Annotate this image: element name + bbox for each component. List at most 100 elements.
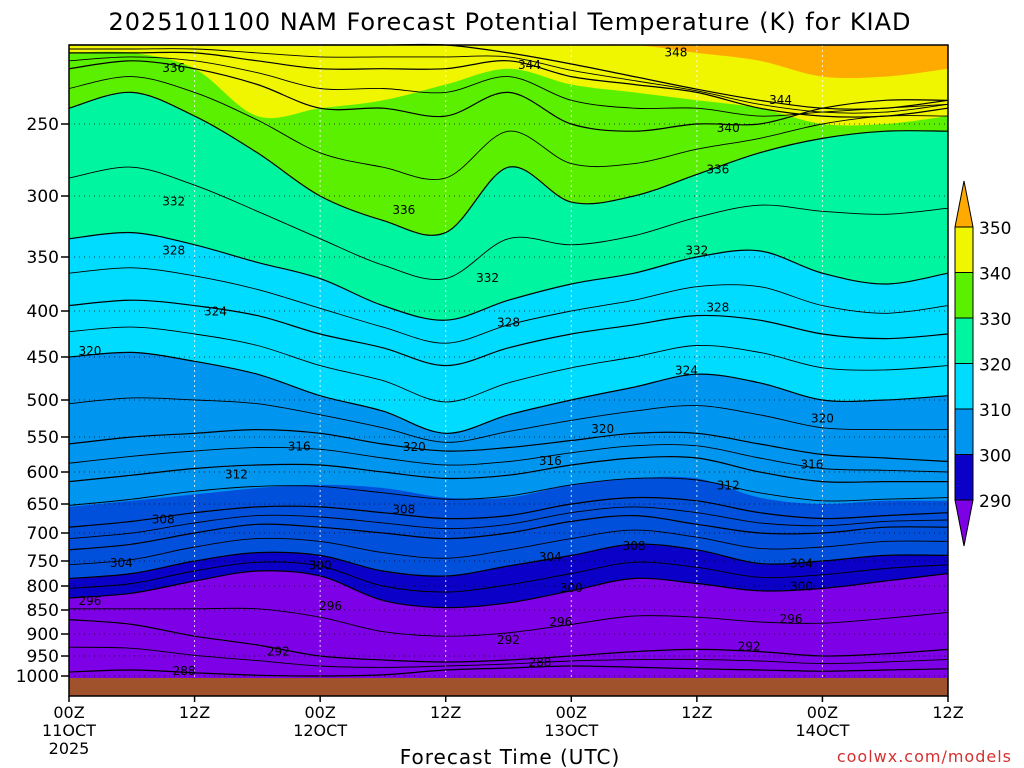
y-tick-label-950: 950 bbox=[27, 647, 59, 667]
contour-label-36: 296 bbox=[780, 612, 803, 626]
chart-title: 2025101100 NAM Forecast Potential Temper… bbox=[108, 8, 911, 36]
contour-label-19: 316 bbox=[288, 439, 311, 453]
contour-lines bbox=[68, 43, 949, 677]
contour-label-18: 320 bbox=[811, 412, 834, 426]
colorbar-label-320: 320 bbox=[979, 356, 1011, 376]
x-tick-label-5: 12Z bbox=[681, 703, 712, 722]
y-tick-label-550: 550 bbox=[27, 428, 59, 448]
contour-label-24: 308 bbox=[152, 513, 175, 527]
y-tick-label-700: 700 bbox=[27, 524, 59, 544]
contour-mid-0 bbox=[68, 646, 949, 668]
x-tick-label-7: 12Z bbox=[932, 703, 963, 722]
colorbar-seg-300 bbox=[954, 454, 974, 501]
contour-label-1: 344 bbox=[518, 58, 541, 72]
colorbar-arrow-bottom bbox=[954, 499, 974, 547]
contour-mid-4 bbox=[68, 506, 949, 540]
contour-label-0: 336 bbox=[162, 61, 185, 75]
contour-mid-3 bbox=[68, 529, 949, 566]
contour-mid-9 bbox=[68, 267, 949, 344]
contour-label-41: 288 bbox=[528, 656, 551, 670]
y-tick-label-250: 250 bbox=[27, 115, 59, 135]
contour-label-7: 336 bbox=[392, 203, 415, 217]
y-tick-label-500: 500 bbox=[27, 391, 59, 411]
contour-label-21: 316 bbox=[801, 458, 824, 472]
contour-332 bbox=[68, 91, 949, 236]
contour-308 bbox=[68, 496, 949, 528]
contour-label-17: 320 bbox=[591, 422, 614, 436]
contour-312 bbox=[68, 456, 948, 483]
colorbar-arrow-top bbox=[954, 180, 974, 228]
x-axis-label: Forecast Time (UTC) bbox=[400, 745, 621, 768]
colorbar-seg-0 bbox=[954, 226, 974, 273]
y-axis: 250 300 350 400 450 500 550 600 650 700 750 800 850 9… bbox=[16, 115, 69, 687]
contour-288 bbox=[68, 665, 949, 677]
x-tick-label-3: 12Z bbox=[430, 703, 461, 722]
contour-292 bbox=[68, 619, 949, 663]
y-tick-label-600: 600 bbox=[27, 463, 59, 483]
contour-label-38: 292 bbox=[497, 633, 520, 647]
contour-label-12: 328 bbox=[706, 300, 729, 314]
contour-label-22: 312 bbox=[225, 468, 248, 482]
y-tick-label-850: 850 bbox=[27, 601, 59, 621]
colorbar-label-340: 340 bbox=[979, 265, 1011, 285]
contour-mid-12 bbox=[68, 56, 949, 117]
contour-label-23: 312 bbox=[717, 479, 740, 493]
y-tick-label-300: 300 bbox=[27, 187, 59, 207]
contour-label-32: 300 bbox=[790, 579, 813, 593]
contour-304 bbox=[68, 514, 949, 551]
y-tick-label-800: 800 bbox=[27, 577, 59, 597]
x-tick-label-0: 00Z bbox=[53, 703, 84, 722]
contour-label-9: 332 bbox=[685, 243, 708, 257]
contour-label-2: 348 bbox=[664, 45, 687, 59]
contour-324 bbox=[68, 299, 949, 367]
contour-label-6: 332 bbox=[162, 195, 185, 209]
contour-label-3: 344 bbox=[769, 93, 792, 107]
colorbar-legend: 350 340 330 320 310 300 290 bbox=[954, 180, 1011, 547]
contour-300 bbox=[68, 543, 949, 580]
y-tick-label-650: 650 bbox=[27, 495, 59, 515]
contour-label-27: 304 bbox=[110, 556, 133, 570]
plot-frame bbox=[68, 44, 949, 697]
band-348 bbox=[69, 44, 948, 79]
contour-label-16: 320 bbox=[403, 440, 426, 454]
contour-label-13: 324 bbox=[204, 304, 227, 318]
y-tick-label-450: 450 bbox=[27, 348, 59, 368]
contour-label-33: 296 bbox=[78, 594, 101, 608]
contour-label-37: 292 bbox=[267, 645, 290, 659]
contour-mid-8 bbox=[68, 326, 949, 403]
x-tick-date-4: 13OCT bbox=[544, 721, 598, 740]
x-tick-label-6: 00Z bbox=[807, 703, 838, 722]
contour-label-34: 296 bbox=[319, 599, 342, 613]
contour-label-35: 296 bbox=[549, 615, 572, 629]
contour-328 bbox=[68, 231, 949, 321]
contour-label-26: 308 bbox=[623, 539, 646, 553]
contour-label-14: 324 bbox=[675, 363, 698, 377]
contour-316 bbox=[68, 428, 949, 463]
contour-mid-6 bbox=[68, 444, 949, 473]
y-tick-label-350: 350 bbox=[27, 248, 59, 268]
contour-label-20: 316 bbox=[539, 454, 562, 468]
colorbar-seg-3 bbox=[954, 363, 974, 410]
contour-mid-7 bbox=[68, 397, 949, 443]
colorbar-seg-4 bbox=[954, 408, 974, 455]
contour-label-10: 328 bbox=[162, 243, 185, 257]
x-tick-date-6: 14OCT bbox=[795, 721, 849, 740]
x-tick-label-4: 00Z bbox=[556, 703, 587, 722]
x-tick-label-2: 00Z bbox=[304, 703, 335, 722]
contour-label-29: 304 bbox=[790, 557, 813, 571]
contour-label-5: 336 bbox=[706, 163, 729, 177]
colorbar-label-330: 330 bbox=[979, 310, 1011, 330]
contour-label-40: 288 bbox=[173, 664, 196, 678]
x-tick-year-0: 2025 bbox=[49, 739, 90, 758]
colorbar-label-290: 290 bbox=[979, 492, 1011, 512]
colorbar-label-310: 310 bbox=[979, 401, 1011, 421]
contour-label-31: 300 bbox=[560, 581, 583, 595]
contour-label-8: 332 bbox=[476, 271, 499, 285]
y-tick-label-400: 400 bbox=[27, 302, 59, 322]
contour-label-28: 304 bbox=[539, 550, 562, 564]
colorbar-label-350: 350 bbox=[979, 219, 1011, 239]
contour-label-25: 308 bbox=[392, 502, 415, 516]
contour-mid-13 bbox=[69, 48, 949, 114]
